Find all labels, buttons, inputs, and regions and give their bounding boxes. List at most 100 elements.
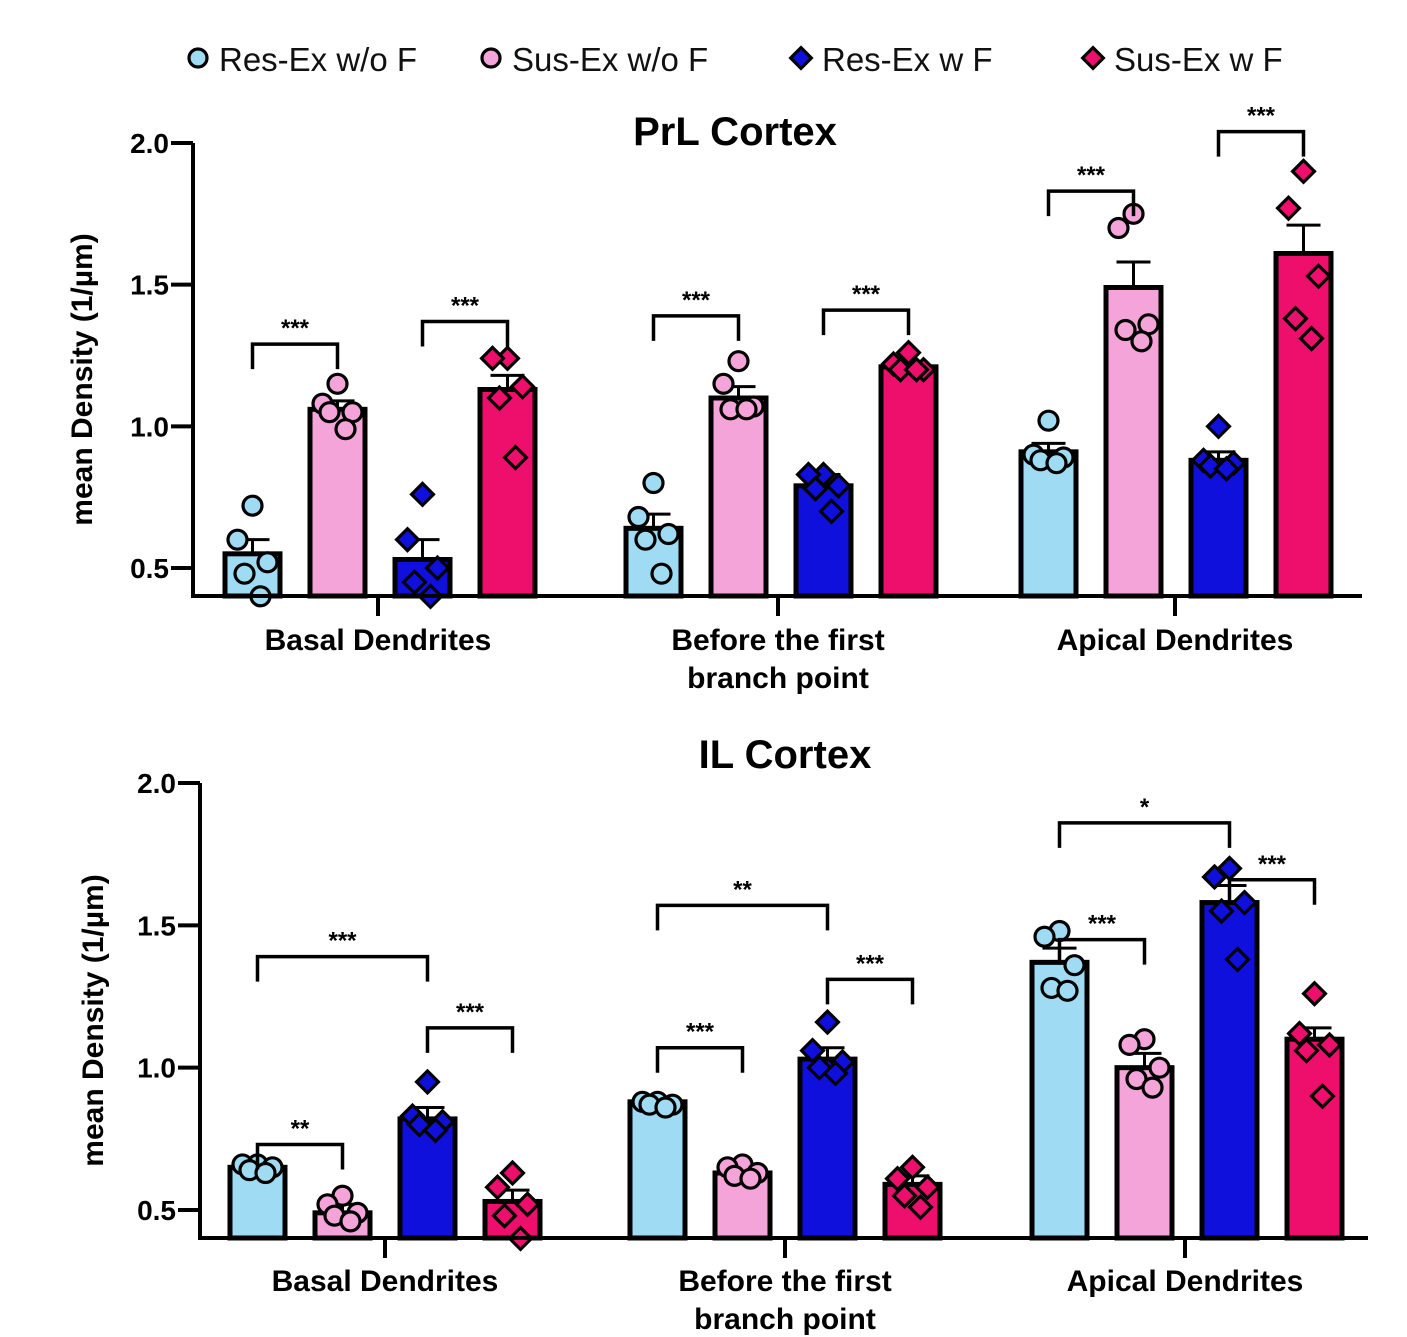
data-point-sus-ex-w-o-f — [712, 372, 735, 395]
legend-marker-res-ex-w-f — [788, 45, 814, 71]
chart-title: IL Cortex — [699, 733, 872, 777]
y-tick-label: 0.5 — [137, 1195, 176, 1226]
significance-label: *** — [856, 950, 885, 977]
data-point-sus-ex-w-f — [1305, 262, 1332, 290]
data-point-sus-ex-w-o-f — [1107, 216, 1130, 240]
x-category-label: Basal Dendrites — [272, 1265, 499, 1298]
x-category-label: branch point — [687, 662, 869, 695]
significance-label: *** — [1247, 103, 1276, 130]
significance-label: * — [1140, 794, 1150, 821]
significance-label: ** — [291, 1116, 310, 1143]
data-point-sus-ex-w-o-f — [334, 418, 357, 441]
legend-label-sus-ex-w-o-f: Sus-Ex w/o F — [512, 41, 708, 78]
data-point-res-ex-w-o-f — [654, 1096, 677, 1119]
significance-label: *** — [1088, 911, 1117, 938]
significance-bracket — [655, 903, 830, 931]
significance-bracket — [420, 319, 510, 347]
data-point-sus-ex-w-f — [1301, 980, 1328, 1007]
legend-marker-res-ex-w-o-f — [187, 47, 209, 69]
y-tick-label: 2.0 — [137, 768, 176, 799]
y-tick-label: 1.5 — [137, 910, 176, 941]
bar-res-ex-w-f-2 — [1188, 457, 1249, 599]
bar-res-ex-w-f-0 — [397, 1116, 458, 1241]
data-point-sus-ex-w-f — [1282, 305, 1309, 332]
significance-bracket — [255, 1142, 345, 1170]
data-point-sus-ex-w-f — [1293, 1037, 1320, 1064]
data-point-res-ex-w-f — [1201, 863, 1228, 891]
bar-sus-ex-w-f-1 — [878, 364, 939, 599]
data-point-sus-ex-w-f — [509, 373, 536, 400]
significance-label: ** — [733, 876, 752, 903]
data-point-res-ex-w-f — [825, 472, 852, 500]
data-point-res-ex-w-f — [401, 568, 428, 596]
legend-marker-sus-ex-w-o-f — [480, 47, 502, 69]
data-point-res-ex-w-o-f — [254, 1161, 277, 1185]
data-point-res-ex-w-f — [1224, 946, 1251, 973]
significance-bracket — [651, 314, 741, 341]
bar-res-ex-w-o-f-2 — [1029, 959, 1090, 1241]
x-category-label: Before the first — [671, 624, 884, 657]
x-category-label: Before the first — [678, 1265, 891, 1298]
bar-res-ex-w-f-2 — [1199, 900, 1260, 1241]
significance-label: *** — [451, 293, 480, 320]
data-point-res-ex-w-f — [818, 498, 845, 525]
data-point-res-ex-w-f — [424, 554, 451, 582]
data-point-res-ex-w-f — [394, 526, 421, 553]
data-point-sus-ex-w-f — [1298, 325, 1325, 352]
significance-bracket — [1216, 129, 1306, 157]
data-point-sus-ex-w-o-f — [739, 1167, 762, 1190]
data-point-sus-ex-w-f — [899, 1154, 926, 1181]
data-point-res-ex-w-f — [1213, 455, 1240, 483]
data-point-sus-ex-w-o-f — [727, 350, 750, 373]
data-point-sus-ex-w-f — [499, 1159, 526, 1187]
data-point-res-ex-w-f — [409, 481, 436, 508]
legend-marker-sus-ex-w-f — [1080, 45, 1106, 71]
x-category-label: Apical Dendrites — [1067, 1265, 1304, 1298]
data-point-sus-ex-w-f — [895, 339, 922, 366]
bar-sus-ex-w-f-2 — [1284, 1036, 1345, 1241]
significance-bracket — [1046, 189, 1136, 217]
data-point-sus-ex-w-o-f — [1114, 318, 1137, 342]
data-point-res-ex-w-f — [814, 1008, 841, 1036]
data-point-sus-ex-w-f — [914, 1174, 941, 1201]
y-axis-label: mean Density (1/µm) — [66, 233, 99, 525]
significance-bracket — [821, 308, 911, 336]
data-point-sus-ex-w-o-f — [1130, 330, 1153, 353]
data-point-sus-ex-w-f — [903, 356, 930, 383]
bar-sus-ex-w-o-f-1 — [708, 395, 769, 599]
data-point-sus-ex-w-o-f — [318, 401, 341, 424]
data-point-res-ex-w-o-f — [226, 528, 249, 551]
data-point-res-ex-w-o-f — [1037, 409, 1060, 432]
significance-bracket — [655, 1045, 745, 1073]
data-point-res-ex-w-o-f — [634, 528, 657, 551]
legend-label-res-ex-w-o-f: Res-Ex w/o F — [219, 41, 417, 78]
bar-sus-ex-w-f-0 — [477, 387, 538, 599]
bar-res-ex-w-f-1 — [797, 1056, 858, 1241]
significance-bracket — [250, 342, 340, 370]
y-tick-label: 2.0 — [130, 128, 169, 159]
data-point-res-ex-w-o-f — [657, 522, 680, 546]
data-point-res-ex-w-f — [1208, 897, 1235, 925]
data-point-res-ex-w-o-f — [256, 551, 279, 574]
data-point-sus-ex-w-o-f — [1148, 1056, 1171, 1079]
data-point-res-ex-w-f — [1231, 889, 1258, 916]
data-point-sus-ex-w-o-f — [735, 398, 758, 421]
x-category-label: Apical Dendrites — [1057, 624, 1294, 657]
data-point-res-ex-w-o-f — [1056, 979, 1079, 1002]
significance-bracket — [825, 977, 915, 1005]
bar-sus-ex-w-o-f-2 — [1114, 1065, 1175, 1241]
data-point-res-ex-w-o-f — [1063, 954, 1086, 977]
data-point-res-ex-w-o-f — [650, 562, 673, 585]
bar-res-ex-w-o-f-1 — [627, 1099, 688, 1241]
data-point-sus-ex-w-f — [1316, 1031, 1343, 1059]
data-point-sus-ex-w-f — [1275, 194, 1302, 222]
data-point-res-ex-w-o-f — [1033, 925, 1056, 948]
data-point-res-ex-w-o-f — [233, 562, 256, 585]
data-point-res-ex-w-f — [1205, 413, 1232, 440]
data-point-res-ex-w-f — [422, 1117, 449, 1144]
x-category-label: branch point — [694, 1303, 876, 1336]
bar-sus-ex-w-f-2 — [1273, 251, 1334, 599]
data-point-sus-ex-w-o-f — [339, 1210, 362, 1233]
significance-label: *** — [1258, 851, 1287, 878]
